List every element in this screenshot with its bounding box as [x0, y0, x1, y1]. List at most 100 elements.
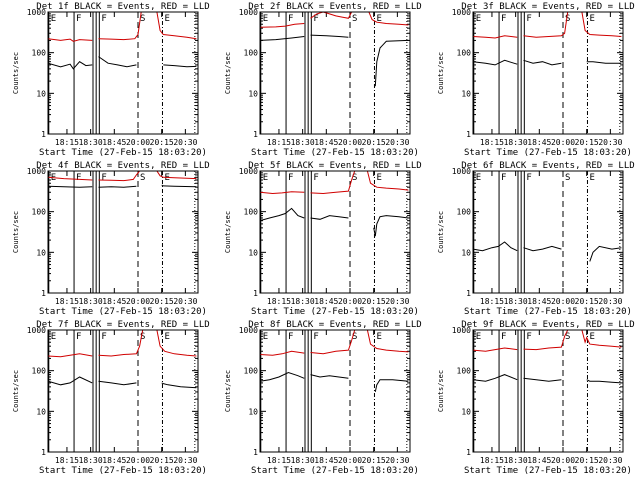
- time-marker-label: F: [288, 14, 293, 24]
- x-axis-label: Start Time (27-Feb-15 18:03:20): [251, 307, 419, 317]
- series-line-lld: [523, 330, 569, 351]
- y-tick-label: 1000: [239, 326, 258, 335]
- x-tick-label: 20:15: [575, 138, 599, 147]
- x-tick-label: 18:30: [504, 456, 528, 465]
- x-tick-label: 18:30: [504, 138, 528, 147]
- panel-2: Det 2f BLACK = Events, RED = LLD 1 10 100 10…: [224, 2, 422, 158]
- y-tick-label: 1000: [452, 167, 471, 176]
- panel-9: Det 9f BLACK = Events, RED = LLD 1 10 100 10…: [437, 320, 635, 476]
- plot-frame: [259, 329, 411, 453]
- series-line-lld: [98, 12, 142, 41]
- y-tick-label: 1000: [239, 8, 258, 17]
- x-axis-label: Start Time (27-Feb-15 18:03:20): [39, 466, 207, 476]
- series-line-events: [48, 376, 93, 386]
- panel-title: Det 8f BLACK = Events, RED = LLD: [248, 320, 421, 330]
- plot-frame: [472, 11, 624, 135]
- plot-frame: [259, 11, 411, 135]
- x-tick-label: 18:45: [102, 456, 126, 465]
- x-tick-label: 20:15: [150, 456, 174, 465]
- panel-4: Det 4f BLACK = Events, RED = LLD 1 10 100 10…: [12, 161, 210, 317]
- series-group: [473, 330, 622, 384]
- time-marker-label: E: [164, 332, 169, 342]
- series-line-lld: [48, 176, 93, 181]
- time-marker-label: F: [313, 173, 318, 183]
- x-tick-label: 18:45: [314, 297, 338, 306]
- series-line-lld: [260, 23, 305, 28]
- x-tick-label: 20:15: [362, 297, 386, 306]
- series-line-lld: [473, 347, 518, 352]
- y-tick-label: 10: [248, 89, 258, 98]
- y-tick-label: 1: [41, 130, 46, 139]
- time-marker-label: E: [476, 14, 481, 24]
- series-line-events: [260, 207, 305, 222]
- time-marker-label: E: [51, 14, 56, 24]
- time-marker-label: S: [565, 332, 570, 342]
- x-axis-label: Start Time (27-Feb-15 18:03:20): [39, 307, 207, 317]
- series-line-events: [373, 215, 409, 237]
- time-marker-label: F: [101, 332, 106, 342]
- plot-frame: [47, 170, 199, 294]
- series-line-events: [310, 374, 349, 379]
- time-marker-label: F: [501, 332, 506, 342]
- x-axis-label: Start Time (27-Feb-15 18:03:20): [39, 148, 207, 158]
- y-axis-label: Counts/sec: [12, 370, 20, 412]
- series-line-lld: [98, 330, 144, 357]
- y-tick-label: 10: [36, 248, 46, 257]
- panel-title: Det 4f BLACK = Events, RED = LLD: [36, 161, 209, 171]
- x-tick-label: 18:45: [527, 297, 551, 306]
- panel-1: Det 1f BLACK = Events, RED = LLD 1 10 100 10…: [12, 2, 210, 158]
- panel-title: Det 2f BLACK = Events, RED = LLD: [248, 2, 421, 12]
- time-marker-label: F: [313, 332, 318, 342]
- series-group: [48, 171, 197, 188]
- time-marker-label: S: [140, 332, 145, 342]
- series-group: [48, 330, 197, 389]
- y-tick-label: 1000: [239, 167, 258, 176]
- panel-title: Det 6f BLACK = Events, RED = LLD: [461, 161, 634, 171]
- x-tick-label: 18:15: [267, 138, 291, 147]
- panel-5: Det 5f BLACK = Events, RED = LLD 1 10 100 10…: [224, 161, 422, 317]
- x-tick-label: 20:00: [338, 138, 362, 147]
- plot-frame: [47, 11, 199, 135]
- series-line-events: [310, 34, 349, 38]
- x-axis-label: Start Time (27-Feb-15 18:03:20): [464, 466, 632, 476]
- x-tick-label: 18:30: [504, 297, 528, 306]
- y-tick-label: 1: [253, 289, 258, 298]
- x-tick-label: 20:00: [338, 297, 362, 306]
- y-axis-label: Counts/sec: [437, 211, 445, 253]
- y-tick-label: 100: [457, 208, 472, 217]
- series-line-lld: [523, 12, 569, 38]
- x-tick-label: 20:30: [385, 297, 409, 306]
- x-tick-label: 20:30: [598, 297, 622, 306]
- series-line-lld: [366, 330, 409, 353]
- panel-title: Det 9f BLACK = Events, RED = LLD: [461, 320, 634, 330]
- x-tick-label: 18:15: [480, 456, 504, 465]
- y-tick-label: 10: [248, 407, 258, 416]
- x-tick-label: 18:15: [55, 297, 79, 306]
- time-marker-label: E: [263, 14, 268, 24]
- x-tick-label: 20:15: [362, 138, 386, 147]
- y-tick-label: 100: [244, 49, 259, 58]
- x-tick-label: 18:30: [79, 297, 103, 306]
- x-tick-label: 18:30: [291, 138, 315, 147]
- time-marker-label: S: [565, 14, 570, 24]
- series-line-lld: [48, 38, 93, 42]
- x-axis-label: Start Time (27-Feb-15 18:03:20): [251, 148, 419, 158]
- x-tick-label: 20:15: [362, 456, 386, 465]
- series-line-lld: [260, 191, 305, 195]
- series-group: [260, 330, 409, 393]
- series-line-events: [523, 377, 562, 382]
- y-tick-label: 1: [253, 130, 258, 139]
- time-marker-label: S: [140, 14, 145, 24]
- series-line-events: [473, 374, 518, 382]
- time-marker-label: E: [589, 14, 594, 24]
- x-tick-label: 18:45: [527, 138, 551, 147]
- series-line-lld: [473, 35, 518, 39]
- x-tick-label: 20:30: [173, 138, 197, 147]
- series-line-events: [161, 184, 197, 188]
- plot-frame: [472, 329, 624, 453]
- x-tick-label: 20:30: [598, 456, 622, 465]
- x-tick-label: 18:45: [102, 138, 126, 147]
- x-tick-label: 20:30: [173, 456, 197, 465]
- series-group: [260, 171, 409, 237]
- series-line-lld: [366, 171, 409, 191]
